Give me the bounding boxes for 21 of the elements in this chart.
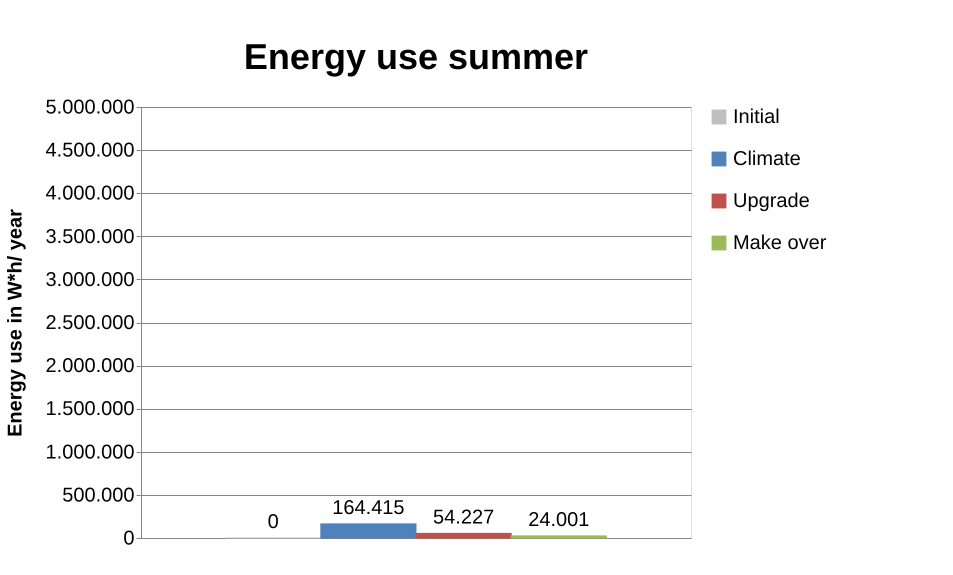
y-tick-label: 2.500.000 bbox=[46, 312, 134, 334]
y-tick-label: 3.000.000 bbox=[46, 268, 134, 291]
data-label: 0 bbox=[268, 511, 279, 533]
chart-title: Energy use summer bbox=[244, 36, 588, 77]
legend-label: Upgrade bbox=[733, 190, 810, 212]
data-label: 164.415 bbox=[332, 496, 405, 519]
y-tick-label: 1.500.000 bbox=[46, 398, 134, 420]
legend-label: Make over bbox=[733, 232, 827, 254]
y-tick-label: 4.500.000 bbox=[46, 140, 134, 162]
legend-label: Climate bbox=[733, 148, 801, 170]
legend-label: Initial bbox=[733, 106, 780, 128]
y-tick-label: 5.000.000 bbox=[46, 96, 134, 118]
y-tick-label: 1.000.000 bbox=[46, 441, 134, 464]
y-tick-label: 2.000.000 bbox=[46, 355, 134, 378]
y-tick-label: 500.000 bbox=[62, 484, 134, 506]
y-tick-label: 3.500.000 bbox=[46, 226, 134, 248]
y-tick-label: 4.000.000 bbox=[46, 182, 134, 205]
y-tick-label: 0 bbox=[123, 528, 134, 550]
data-label: 54.227 bbox=[433, 506, 494, 528]
y-axis-title: Energy use in W*h/ year bbox=[4, 208, 27, 437]
data-label: 24.001 bbox=[528, 508, 590, 531]
